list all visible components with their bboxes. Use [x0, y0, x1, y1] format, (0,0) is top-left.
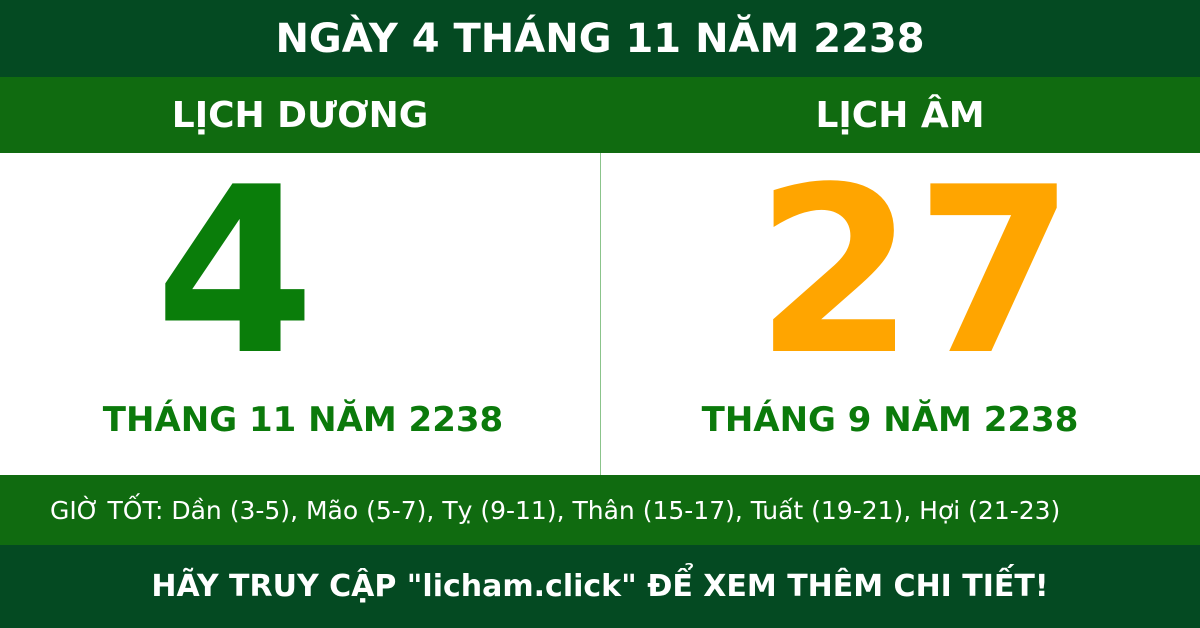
- footer-cta: HÃY TRUY CẬP "licham.click" ĐỂ XEM THÊM …: [0, 545, 1200, 628]
- divider: [600, 153, 601, 475]
- solar-panel: [0, 153, 600, 475]
- solar-month-year: THÁNG 11 NĂM 2238: [102, 400, 504, 440]
- solar-day: 4: [154, 139, 316, 406]
- lunar-panel: [601, 153, 1200, 475]
- lunar-month-year: THÁNG 9 NĂM 2238: [701, 400, 1079, 440]
- calendar-labels: LỊCH DƯƠNG LỊCH ÂM: [0, 77, 1200, 153]
- lunar-label: LỊCH ÂM: [815, 94, 985, 136]
- solar-label: LỊCH DƯƠNG: [171, 94, 429, 136]
- lunar-day: 27: [754, 139, 1076, 406]
- good-hours: GIỜ TỐT: Dần (3-5), Mão (5-7), Tỵ (9-11)…: [0, 475, 1200, 545]
- page-title: NGÀY 4 THÁNG 11 NĂM 2238: [0, 0, 1200, 77]
